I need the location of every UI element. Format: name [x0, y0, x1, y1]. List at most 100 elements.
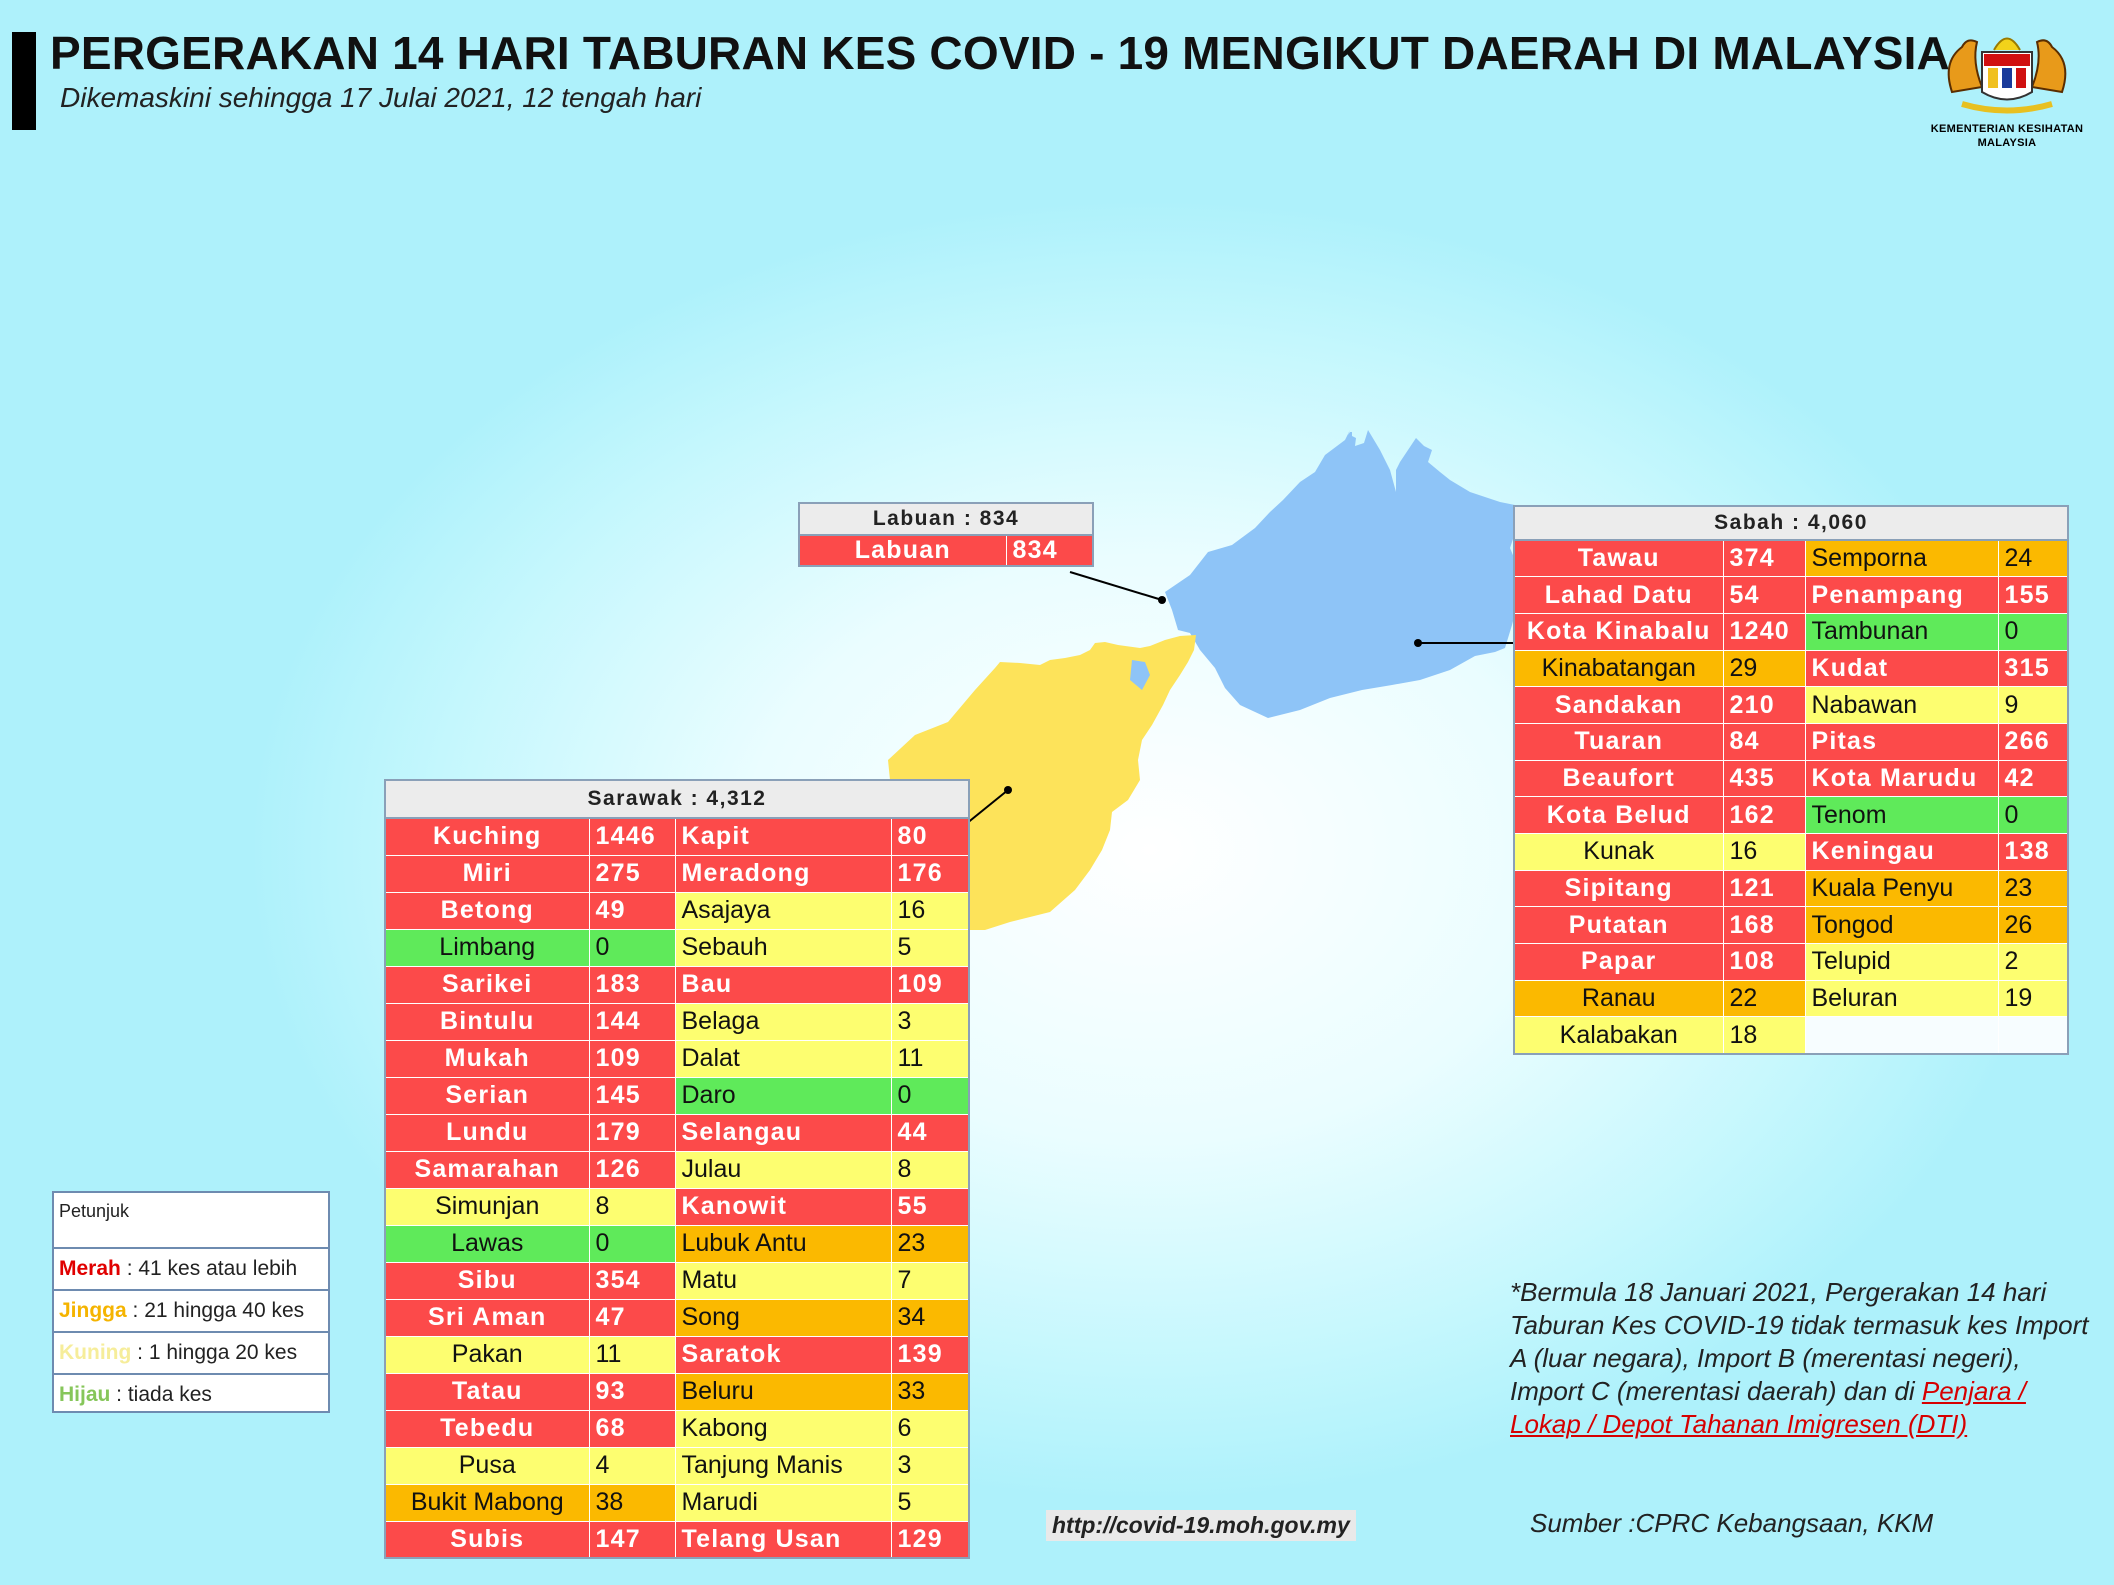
district-cases: 55 — [890, 1187, 970, 1226]
district-name: Tanjung Manis — [674, 1446, 892, 1485]
district-name: Kanowit — [674, 1187, 892, 1226]
district-cases: 138 — [1997, 833, 2069, 871]
table-row: Mukah 109 Dalat 11 — [384, 1039, 970, 1078]
district-cases: 126 — [588, 1150, 676, 1189]
table-row: Kinabatangan 29 Kudat 315 — [1513, 649, 2069, 688]
table-row: Kuching 1446 Kapit 80 — [384, 817, 970, 856]
legend-key: Hijau — [59, 1383, 111, 1406]
district-name — [1804, 1016, 1999, 1055]
sabah-table: Sabah : 4,060 Tawau 374 Semporna 24 Lahad Da… — [1512, 505, 2070, 1055]
district-name: Asajaya — [674, 891, 892, 930]
district-name: Telupid — [1804, 943, 1999, 981]
legend-item-yellow: Kuning : 1 hingga 20 kes — [54, 1333, 328, 1375]
district-name: Meradong — [674, 854, 892, 893]
district-cases: 1240 — [1722, 612, 1806, 651]
table-row: Putatan 168 Tongod 26 — [1513, 906, 2069, 945]
district-name: Daro — [674, 1076, 892, 1115]
district-name: Matu — [674, 1261, 892, 1300]
district-cases: 16 — [1722, 833, 1806, 871]
legend-item-red: Merah : 41 kes atau lebih — [54, 1249, 328, 1291]
legend-item-green: Hijau : tiada kes — [54, 1375, 328, 1415]
district-cases: 315 — [1997, 649, 2069, 688]
table-row: Kalabakan 18 — [1513, 1016, 2069, 1055]
table-row: Tuaran 84 Pitas 266 — [1513, 722, 2069, 761]
district-cases: 108 — [1722, 943, 1806, 981]
district-name: Kota Kinabalu — [1513, 612, 1724, 651]
district-name: Marudi — [674, 1483, 892, 1522]
district-cases: 11 — [588, 1335, 676, 1374]
district-cases: 121 — [1722, 869, 1806, 908]
district-cases: 374 — [1722, 539, 1806, 578]
table-row: Lundu 179 Selangau 44 — [384, 1113, 970, 1152]
sabah-header: Sabah : 4,060 — [1512, 505, 2070, 541]
district-cases: 155 — [1997, 576, 2069, 614]
district-cases — [1997, 1016, 2069, 1055]
district-name: Sandakan — [1513, 686, 1724, 724]
district-name: Kuching — [384, 817, 590, 856]
district-name: Limbang — [384, 928, 590, 967]
district-cases: 49 — [588, 891, 676, 930]
page-subtitle: Dikemaskini sehingga 17 Julai 2021, 12 t… — [60, 82, 702, 113]
district-name: Sri Aman — [384, 1298, 590, 1337]
district-name: Papar — [1513, 943, 1724, 981]
district-cases: 129 — [890, 1520, 970, 1559]
district-name: Labuan — [798, 534, 1007, 567]
table-row: Lawas 0 Lubuk Antu 23 — [384, 1224, 970, 1263]
district-cases: 109 — [588, 1039, 676, 1078]
table-row: Pusa 4 Tanjung Manis 3 — [384, 1446, 970, 1485]
kkm-logo: KEMENTERIAN KESIHATAN MALAYSIA — [1912, 22, 2102, 152]
district-name: Tatau — [384, 1372, 590, 1411]
legend-text: : 1 hingga 20 kes — [131, 1341, 298, 1364]
district-name: Kudat — [1804, 649, 1999, 688]
district-name: Telang Usan — [674, 1520, 892, 1559]
district-name: Penampang — [1804, 576, 1999, 614]
district-cases: 3 — [890, 1446, 970, 1485]
district-cases: 26 — [1997, 906, 2069, 945]
district-cases: 210 — [1722, 686, 1806, 724]
table-row: Kunak 16 Keningau 138 — [1513, 833, 2069, 871]
table-row: Ranau 22 Beluran 19 — [1513, 979, 2069, 1018]
legend-text: : tiada kes — [110, 1383, 212, 1406]
district-cases: 109 — [890, 965, 970, 1004]
district-cases: 8 — [588, 1187, 676, 1226]
table-row: Lahad Datu 54 Penampang 155 — [1513, 576, 2069, 614]
district-name: Bau — [674, 965, 892, 1004]
table-row: Bintulu 144 Belaga 3 — [384, 1002, 970, 1041]
legend-key: Merah — [59, 1257, 121, 1280]
footnote-link[interactable]: Penjara / Lokap / Depot Tahanan Imigrese… — [1510, 1376, 2026, 1439]
legend-key: Jingga — [59, 1299, 127, 1322]
district-cases: 0 — [588, 1224, 676, 1263]
district-name: Samarahan — [384, 1150, 590, 1189]
district-name: Kota Belud — [1513, 796, 1724, 834]
district-name: Tebedu — [384, 1409, 590, 1448]
district-cases: 0 — [1997, 796, 2069, 834]
district-name: Tenom — [1804, 796, 1999, 834]
district-name: Pitas — [1804, 722, 1999, 761]
title-accent-bar — [12, 32, 36, 130]
table-row: Tawau 374 Semporna 24 — [1513, 539, 2069, 578]
district-cases: 3 — [890, 1002, 970, 1041]
footnote: *Bermula 18 Januari 2021, Pergerakan 14 … — [1510, 1276, 2100, 1441]
district-cases: 16 — [890, 891, 970, 930]
sabah-region[interactable] — [1165, 430, 1526, 718]
district-cases: 5 — [890, 1483, 970, 1522]
table-row: Kota Kinabalu 1240 Tambunan 0 — [1513, 612, 2069, 651]
district-name: Serian — [384, 1076, 590, 1115]
district-cases: 1446 — [588, 817, 676, 856]
district-cases: 162 — [1722, 796, 1806, 834]
source-url[interactable]: http://covid-19.moh.gov.my — [1046, 1510, 1356, 1541]
district-cases: 179 — [588, 1113, 676, 1152]
district-name: Semporna — [1804, 539, 1999, 578]
labuan-dot — [1158, 596, 1166, 604]
district-name: Sarikei — [384, 965, 590, 1004]
district-name: Miri — [384, 854, 590, 893]
district-name: Tambunan — [1804, 612, 1999, 651]
district-name: Putatan — [1513, 906, 1724, 945]
district-name: Saratok — [674, 1335, 892, 1374]
table-row: Beaufort 435 Kota Marudu 42 — [1513, 759, 2069, 798]
district-cases: 80 — [890, 817, 970, 856]
page-title: PERGERAKAN 14 HARI TABURAN KES COVID - 1… — [50, 27, 1950, 79]
table-row: Sandakan 210 Nabawan 9 — [1513, 686, 2069, 724]
logo-text-2: MALAYSIA — [1977, 137, 2037, 149]
district-cases: 18 — [1722, 1016, 1806, 1055]
